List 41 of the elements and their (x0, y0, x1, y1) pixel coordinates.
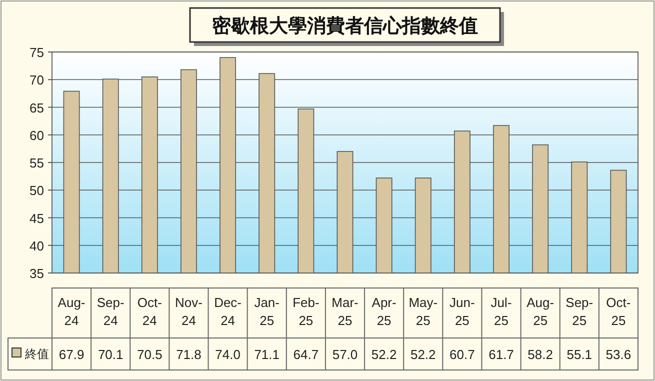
value-label: 52.2 (410, 347, 436, 362)
y-tick-label: 45 (30, 210, 44, 226)
x-tick-label: Jan-25 (254, 295, 280, 328)
value-label: 67.9 (58, 347, 84, 362)
value-label: 74.0 (215, 347, 240, 362)
x-tick-label: May-25 (408, 295, 438, 328)
x-tick-label: Sep-25 (566, 295, 594, 328)
y-tick-label: 35 (30, 266, 44, 281)
x-tick-label: Feb-25 (292, 295, 320, 328)
value-label: 70.5 (137, 347, 162, 362)
value-label: 60.7 (450, 347, 475, 362)
value-label: 58.2 (528, 347, 553, 362)
text: 終值 (24, 347, 49, 361)
x-tick-label: Aug-24 (58, 295, 86, 328)
y-tick-label: 65 (30, 100, 44, 116)
value-label: 61.7 (488, 347, 514, 362)
y-tick-label: 50 (30, 183, 44, 198)
x-tick-label: Sep-24 (96, 295, 124, 328)
x-tick-label: Apr-25 (372, 295, 396, 328)
y-tick-label: 70 (30, 72, 44, 88)
value-label: 71.8 (176, 347, 202, 362)
y-tick-label: 60 (30, 128, 44, 143)
value-label: 71.1 (254, 347, 280, 362)
x-tick-label: Nov-24 (175, 295, 202, 328)
value-label: 64.7 (293, 347, 319, 362)
x-tick-label: Oct-25 (606, 295, 631, 328)
x-tick-label: Aug-25 (526, 295, 554, 328)
value-label: 70.1 (98, 347, 124, 362)
y-tick-label: 55 (30, 156, 44, 170)
y-tick-label: 40 (30, 238, 44, 254)
x-tick-label: Dec-24 (214, 295, 242, 328)
x-tick-label: Mar-25 (332, 295, 358, 328)
x-tick-label: Jun-25 (450, 295, 475, 328)
x-tick-label: Oct-24 (137, 295, 162, 328)
value-label: 52.2 (371, 347, 397, 362)
value-label: 53.6 (606, 347, 632, 362)
y-tick-label: 75 (30, 45, 44, 60)
value-label: 55.1 (566, 347, 592, 362)
title: 密歇根大學消費者信心指數終值 (212, 16, 478, 37)
x-tick-label: Jul-25 (490, 295, 512, 328)
value-label: 57.0 (332, 347, 358, 362)
